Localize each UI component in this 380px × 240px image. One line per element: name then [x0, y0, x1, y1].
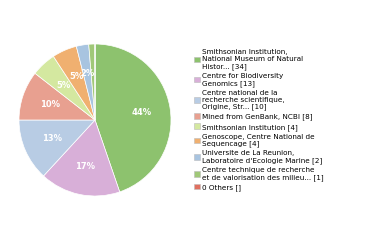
Text: 17%: 17% [75, 162, 95, 171]
Legend: Smithsonian Institution,
National Museum of Natural
Histor... [34], Centre for B: Smithsonian Institution, National Museum… [194, 49, 324, 191]
Text: 44%: 44% [131, 108, 152, 117]
Text: 5%: 5% [69, 72, 83, 81]
Wedge shape [54, 46, 95, 120]
Wedge shape [19, 73, 95, 120]
Text: 13%: 13% [42, 134, 62, 144]
Wedge shape [89, 44, 95, 120]
Wedge shape [19, 120, 95, 176]
Wedge shape [35, 56, 95, 120]
Text: 2%: 2% [80, 69, 94, 78]
Text: 10%: 10% [40, 100, 60, 109]
Text: 5%: 5% [56, 81, 70, 90]
Wedge shape [76, 44, 95, 120]
Wedge shape [95, 44, 171, 192]
Wedge shape [44, 120, 120, 196]
